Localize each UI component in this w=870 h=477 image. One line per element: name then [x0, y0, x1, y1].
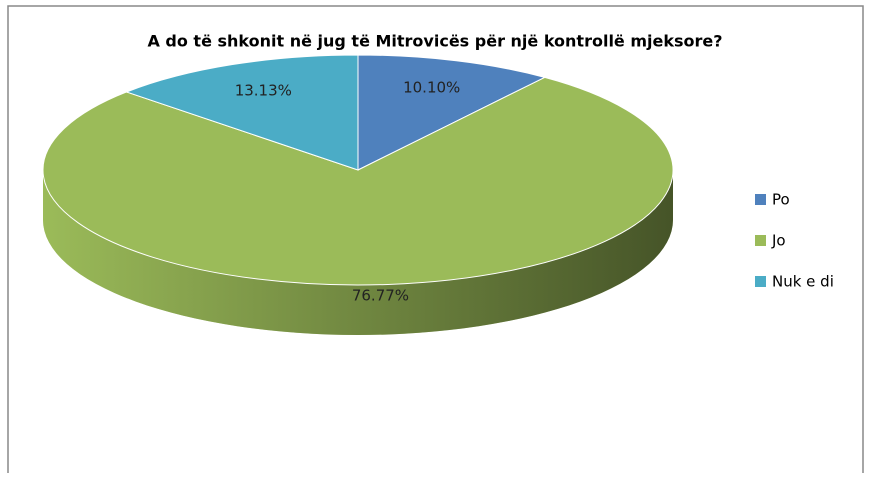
legend-swatch	[755, 194, 766, 205]
chart-title: A do të shkonit në jug të Mitrovicës për…	[147, 32, 722, 51]
pie: 10.10% 76.77% 13.13%	[42, 54, 674, 335]
slice	[357, 54, 547, 171]
slice	[42, 76, 674, 286]
data-label: 10.10%	[403, 79, 460, 97]
data-label: 76.77%	[352, 286, 409, 304]
legend-swatch	[755, 276, 766, 287]
slice	[125, 54, 359, 171]
data-label: 13.13%	[235, 81, 292, 99]
legend-label: Nuk e di	[772, 273, 834, 291]
legend-swatch	[755, 235, 766, 246]
legend-label: Po	[772, 191, 790, 209]
legend-label: Jo	[771, 232, 786, 250]
slice-side-shade	[43, 170, 673, 335]
legend: Po Jo Nuk e di	[755, 191, 834, 291]
